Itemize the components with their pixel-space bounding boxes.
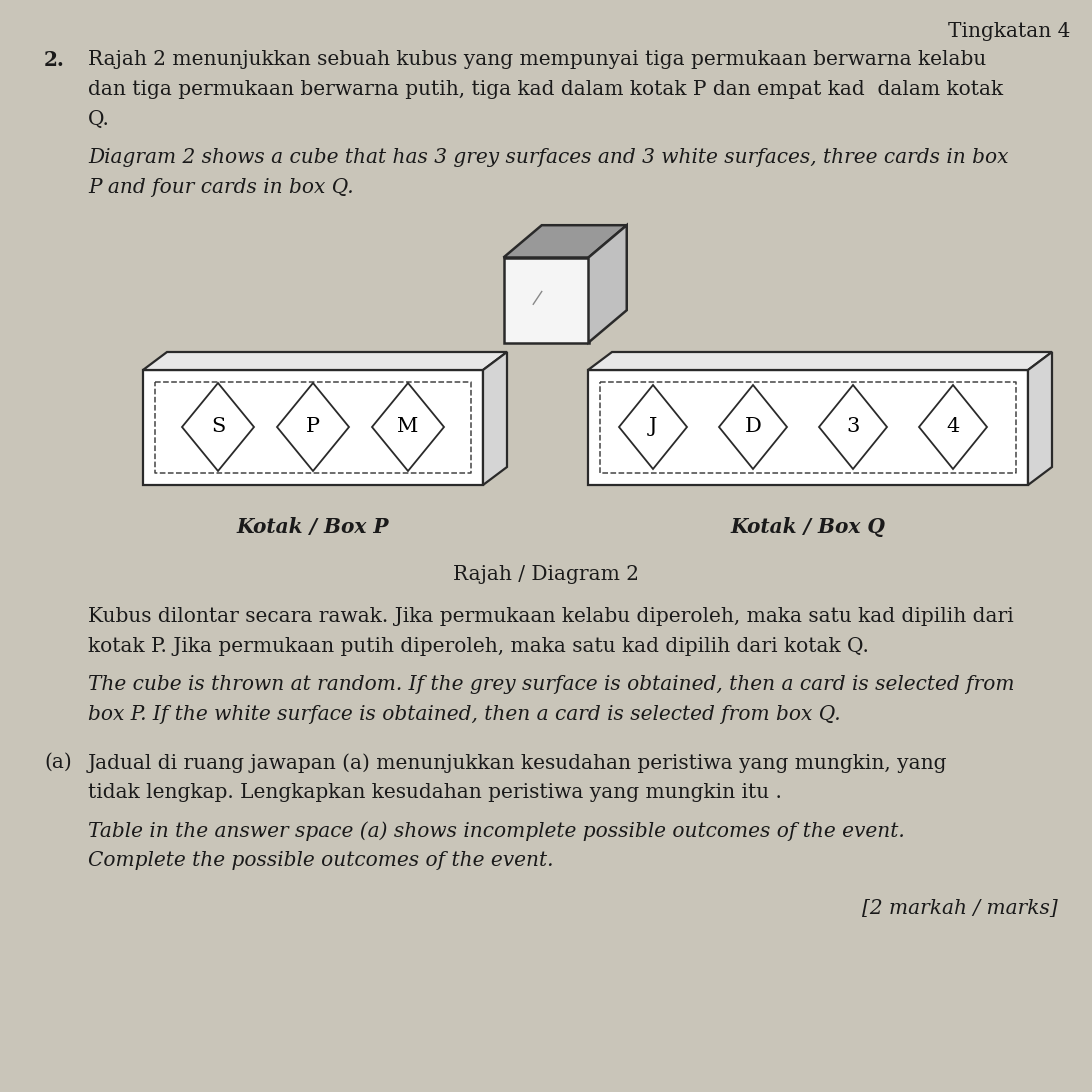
Text: Kubus dilontar secara rawak. Jika permukaan kelabu diperoleh, maka satu kad dipi: Kubus dilontar secara rawak. Jika permuk…: [88, 607, 1013, 626]
Polygon shape: [483, 352, 507, 485]
Text: Rajah 2 menunjukkan sebuah kubus yang mempunyai tiga permukaan berwarna kelabu: Rajah 2 menunjukkan sebuah kubus yang me…: [88, 50, 986, 69]
Polygon shape: [503, 258, 589, 343]
Text: tidak lengkap. Lengkapkan kesudahan peristiwa yang mungkin itu .: tidak lengkap. Lengkapkan kesudahan peri…: [88, 783, 782, 802]
Text: 3: 3: [846, 417, 859, 437]
Text: 2.: 2.: [44, 50, 64, 70]
Text: kotak P. Jika permukaan putih diperoleh, maka satu kad dipilih dari kotak Q.: kotak P. Jika permukaan putih diperoleh,…: [88, 637, 869, 656]
Text: S: S: [211, 417, 225, 437]
Text: Table in the answer space (a) shows incomplete possible outcomes of the event.: Table in the answer space (a) shows inco…: [88, 821, 905, 841]
Text: Rajah / Diagram 2: Rajah / Diagram 2: [453, 565, 639, 584]
Text: (a): (a): [44, 753, 72, 772]
Polygon shape: [372, 383, 444, 471]
Text: Kotak / Box Q: Kotak / Box Q: [731, 517, 886, 537]
Text: M: M: [397, 417, 418, 437]
Polygon shape: [719, 385, 787, 468]
Text: P and four cards in box Q.: P and four cards in box Q.: [88, 178, 354, 197]
Polygon shape: [277, 383, 349, 471]
Polygon shape: [919, 385, 987, 468]
Polygon shape: [182, 383, 254, 471]
Polygon shape: [587, 370, 1028, 485]
Polygon shape: [143, 352, 507, 370]
Text: Q.: Q.: [88, 110, 110, 129]
Polygon shape: [819, 385, 887, 468]
Polygon shape: [619, 385, 687, 468]
Text: [2 markah / marks]: [2 markah / marks]: [863, 899, 1058, 918]
Text: The cube is thrown at random. If the grey surface is obtained, then a card is se: The cube is thrown at random. If the gre…: [88, 675, 1014, 695]
Text: J: J: [649, 417, 657, 437]
Text: Tingkatan 4: Tingkatan 4: [948, 22, 1070, 41]
Polygon shape: [1028, 352, 1052, 485]
Text: 4: 4: [947, 417, 960, 437]
Text: Kotak / Box P: Kotak / Box P: [237, 517, 389, 537]
Text: Complete the possible outcomes of the event.: Complete the possible outcomes of the ev…: [88, 851, 554, 870]
Polygon shape: [589, 225, 627, 343]
Text: P: P: [306, 417, 320, 437]
Text: Diagram 2 shows a cube that has 3 grey surfaces and 3 white surfaces, three card: Diagram 2 shows a cube that has 3 grey s…: [88, 149, 1009, 167]
Text: dan tiga permukaan berwarna putih, tiga kad dalam kotak P dan empat kad  dalam k: dan tiga permukaan berwarna putih, tiga …: [88, 80, 1004, 99]
Polygon shape: [503, 225, 627, 258]
Text: box P. If the white surface is obtained, then a card is selected from box Q.: box P. If the white surface is obtained,…: [88, 705, 841, 724]
Polygon shape: [143, 370, 483, 485]
Polygon shape: [587, 352, 1052, 370]
Text: D: D: [745, 417, 761, 437]
Text: Jadual di ruang jawapan (a) menunjukkan kesudahan peristiwa yang mungkin, yang: Jadual di ruang jawapan (a) menunjukkan …: [88, 753, 948, 773]
